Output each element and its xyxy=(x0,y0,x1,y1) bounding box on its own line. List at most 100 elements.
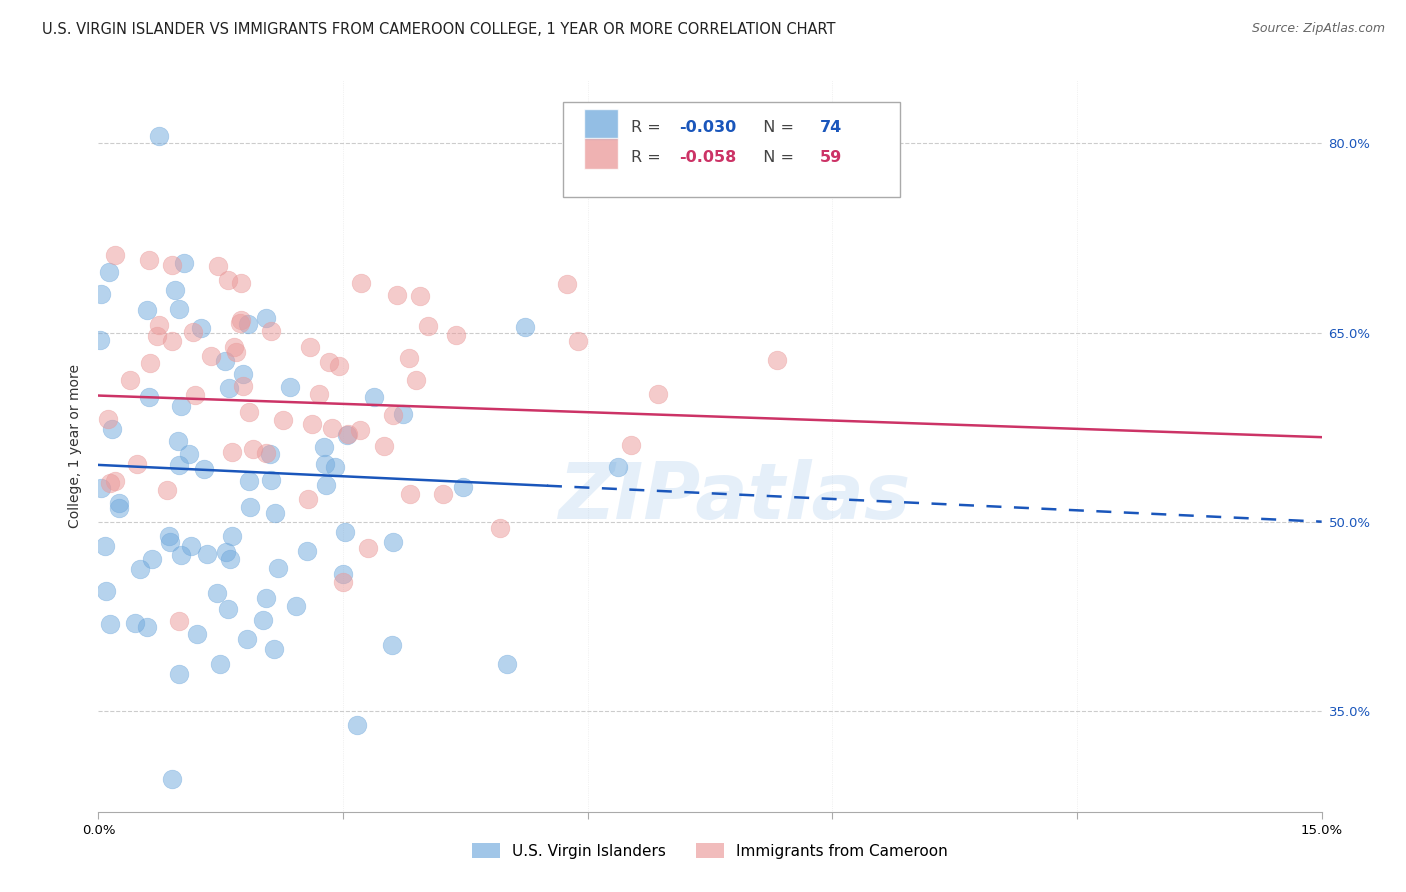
Point xyxy=(238,404,260,418)
Point xyxy=(167,458,190,473)
Point xyxy=(136,303,159,318)
Point xyxy=(299,340,322,354)
Point xyxy=(239,500,262,514)
Point xyxy=(157,529,180,543)
Point xyxy=(263,506,285,520)
Point xyxy=(200,349,222,363)
Point xyxy=(308,387,330,401)
Point xyxy=(301,417,323,431)
Point xyxy=(135,619,157,633)
Point xyxy=(263,642,285,657)
Point xyxy=(90,286,112,301)
Point xyxy=(381,638,404,652)
Point xyxy=(217,273,239,287)
Point xyxy=(259,447,281,461)
Point xyxy=(242,442,264,456)
Point xyxy=(336,428,359,442)
Point xyxy=(271,413,294,427)
Point xyxy=(350,277,373,291)
Text: N =: N = xyxy=(752,120,799,136)
Point xyxy=(451,480,474,494)
Point xyxy=(190,320,212,334)
Point xyxy=(156,483,179,498)
Point xyxy=(94,539,117,553)
Point xyxy=(181,325,204,339)
Point xyxy=(180,540,202,554)
Point xyxy=(328,359,350,373)
Point xyxy=(567,334,589,348)
Point xyxy=(167,615,190,629)
Point xyxy=(349,423,371,437)
Point xyxy=(214,354,236,368)
Point xyxy=(173,256,195,270)
Point xyxy=(278,379,301,393)
Point xyxy=(148,129,170,144)
Point xyxy=(231,276,253,290)
Point xyxy=(89,333,111,347)
Point xyxy=(409,289,432,303)
Point xyxy=(232,379,254,393)
Point xyxy=(170,399,193,413)
Point xyxy=(238,474,260,488)
Point xyxy=(217,601,239,615)
Point xyxy=(385,287,408,301)
Point xyxy=(98,475,121,490)
Text: 59: 59 xyxy=(820,150,842,165)
Point xyxy=(254,591,277,606)
Point xyxy=(446,328,468,343)
Text: N =: N = xyxy=(752,150,799,165)
Point xyxy=(225,344,247,359)
Point xyxy=(124,616,146,631)
Point xyxy=(620,438,643,452)
Point xyxy=(162,258,184,272)
Point xyxy=(125,457,148,471)
Text: R =: R = xyxy=(630,120,665,136)
FancyBboxPatch shape xyxy=(564,103,900,197)
Point xyxy=(107,501,129,516)
Point xyxy=(148,318,170,333)
Point xyxy=(141,552,163,566)
Point xyxy=(165,283,187,297)
Point xyxy=(398,487,420,501)
Point xyxy=(177,447,200,461)
Point xyxy=(232,368,254,382)
Point xyxy=(159,535,181,549)
Point xyxy=(321,421,343,435)
Point xyxy=(236,632,259,646)
Text: U.S. VIRGIN ISLANDER VS IMMIGRANTS FROM CAMEROON COLLEGE, 1 YEAR OR MORE CORRELA: U.S. VIRGIN ISLANDER VS IMMIGRANTS FROM … xyxy=(42,22,835,37)
Point xyxy=(363,390,385,404)
Point xyxy=(337,427,360,442)
Point xyxy=(101,421,124,435)
Y-axis label: College, 1 year or more: College, 1 year or more xyxy=(69,364,83,528)
Point xyxy=(218,381,240,395)
Point xyxy=(252,613,274,627)
Point xyxy=(222,340,245,354)
Point xyxy=(104,474,127,488)
Point xyxy=(323,459,346,474)
Point xyxy=(515,320,537,334)
Point xyxy=(381,408,404,422)
Point xyxy=(97,265,120,279)
Point xyxy=(382,534,405,549)
Text: ZIPatlas: ZIPatlas xyxy=(558,459,911,535)
Point xyxy=(373,439,395,453)
Point xyxy=(346,718,368,732)
Point xyxy=(108,495,131,509)
Point xyxy=(495,657,517,672)
FancyBboxPatch shape xyxy=(583,138,619,169)
Point xyxy=(392,407,415,421)
Point xyxy=(193,462,215,476)
Point xyxy=(183,388,205,402)
Point xyxy=(97,412,120,426)
Point xyxy=(128,562,150,576)
Point xyxy=(315,478,337,492)
Text: Source: ZipAtlas.com: Source: ZipAtlas.com xyxy=(1251,22,1385,36)
Text: R =: R = xyxy=(630,150,665,165)
Point xyxy=(138,253,160,268)
Text: 74: 74 xyxy=(820,120,842,136)
Point xyxy=(254,445,277,459)
Point xyxy=(312,440,335,454)
Point xyxy=(267,561,290,575)
FancyBboxPatch shape xyxy=(583,109,619,139)
Point xyxy=(333,525,356,540)
